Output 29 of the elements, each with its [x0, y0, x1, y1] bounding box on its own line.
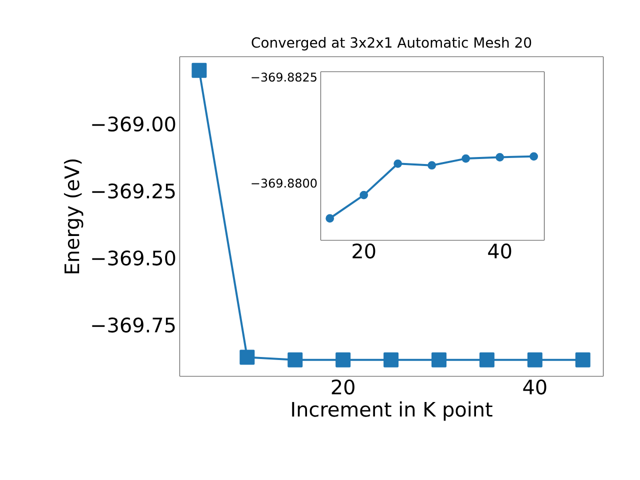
x-tick-label: 20	[332, 380, 354, 395]
point	[394, 159, 402, 168]
point	[192, 62, 207, 78]
point	[462, 154, 470, 163]
y-axis-title: Energy (eV)	[64, 159, 84, 274]
y-tick-label: −369.25	[92, 183, 175, 199]
point	[384, 352, 399, 368]
point	[428, 161, 436, 170]
point	[326, 214, 334, 223]
x-tick-label: 40	[488, 244, 512, 259]
x-tick-label: 20	[352, 244, 376, 259]
point	[575, 352, 590, 368]
chart-title: Converged at 3x2x1 Automatic Mesh 20	[252, 36, 532, 50]
point	[360, 190, 368, 200]
point	[288, 352, 303, 368]
point	[240, 350, 255, 365]
y-tick-label: −369.8825	[252, 72, 316, 82]
point	[527, 352, 542, 368]
y-tick-label: −369.00	[92, 116, 176, 132]
point	[530, 152, 538, 161]
y-tick-label: −369.8800	[252, 178, 317, 188]
point	[479, 352, 494, 368]
x-axis-title: Increment in K point	[292, 401, 492, 421]
x-tick-label: 40	[523, 380, 546, 395]
point	[496, 153, 504, 162]
y-tick-label: −369.75	[92, 318, 175, 333]
y-tick-label: −369.50	[92, 250, 176, 266]
point	[336, 352, 351, 368]
point	[431, 352, 446, 368]
